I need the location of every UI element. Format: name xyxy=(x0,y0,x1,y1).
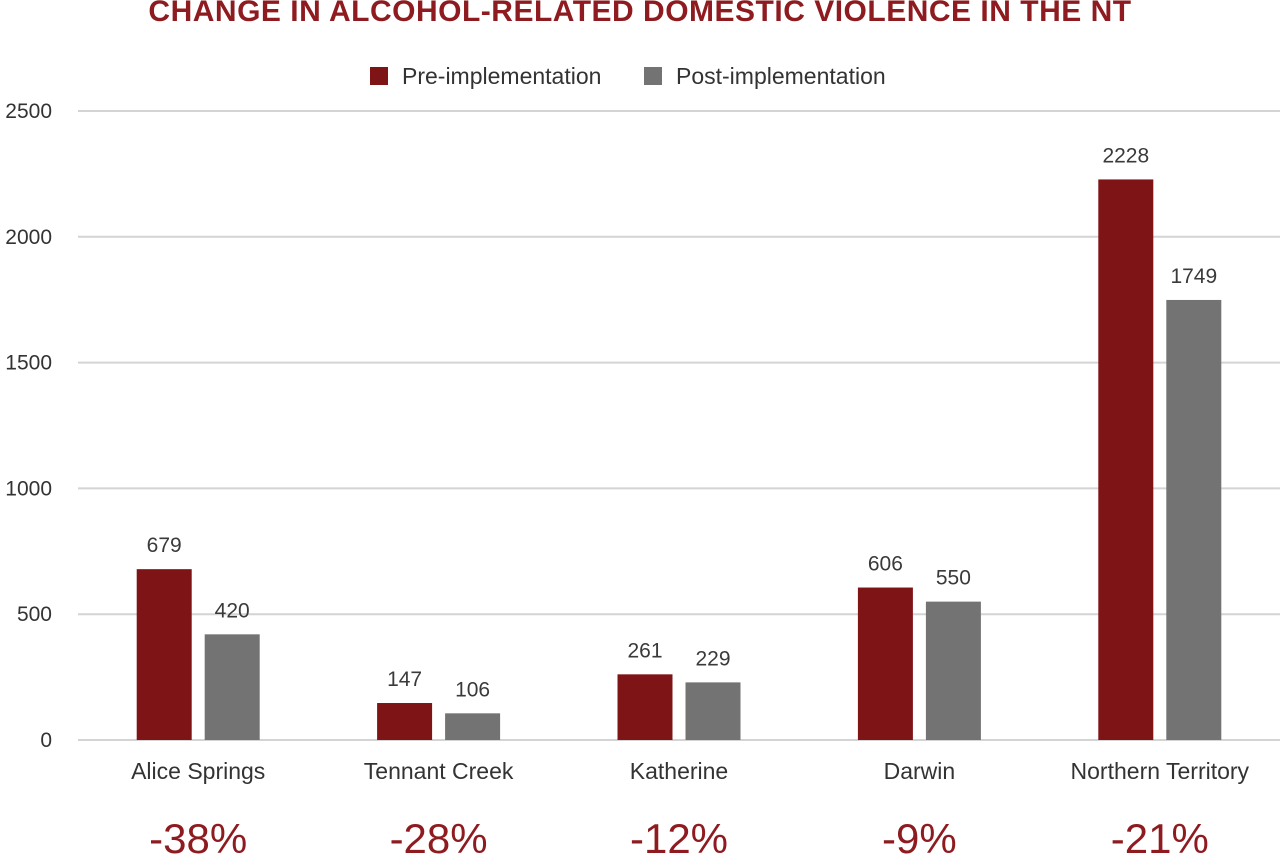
y-tick-label: 2500 xyxy=(5,100,52,123)
data-label: 679 xyxy=(147,534,182,557)
bar xyxy=(1098,179,1154,741)
data-label: 147 xyxy=(387,668,422,691)
y-tick-label: 2000 xyxy=(5,226,52,249)
bar xyxy=(925,601,981,740)
bar xyxy=(857,587,913,740)
bar xyxy=(136,569,192,740)
x-tick-label: Katherine xyxy=(630,758,728,784)
bar xyxy=(377,703,433,740)
x-tick-label: Darwin xyxy=(884,758,956,784)
percent-change-label: -12% xyxy=(630,815,728,855)
bar xyxy=(685,682,741,740)
bar xyxy=(445,713,501,740)
y-tick-label: 1500 xyxy=(5,352,52,375)
data-label: 2228 xyxy=(1102,144,1149,167)
x-tick-label: Alice Springs xyxy=(131,758,265,784)
data-label: 229 xyxy=(695,647,730,670)
y-tick-label: 1000 xyxy=(5,477,52,500)
legend-swatch xyxy=(644,67,662,85)
data-label: 106 xyxy=(455,678,490,701)
percent-change-label: -21% xyxy=(1111,815,1209,855)
legend-label: Post-implementation xyxy=(676,63,886,89)
data-labels: 679 420 147 106 261 229 606 550 2228 1749 xyxy=(147,144,1217,701)
data-label: 550 xyxy=(936,567,971,590)
x-tick-label: Tennant Creek xyxy=(364,758,514,784)
bars xyxy=(136,179,1222,741)
legend-swatch xyxy=(370,67,388,85)
bar xyxy=(617,674,673,740)
y-axis-ticks: 0 500 1000 1500 2000 2500 xyxy=(5,100,52,752)
data-label: 420 xyxy=(215,599,250,622)
data-label: 261 xyxy=(627,639,662,662)
chart-title: CHANGE IN ALCOHOL-RELATED DOMESTIC VIOLE… xyxy=(148,0,1132,28)
data-label: 1749 xyxy=(1170,265,1217,288)
bar xyxy=(204,634,260,740)
y-tick-label: 500 xyxy=(17,603,52,626)
percent-change-label: -28% xyxy=(390,815,488,855)
data-label: 606 xyxy=(868,553,903,576)
y-tick-label: 0 xyxy=(40,729,52,752)
x-axis-ticks: Alice Springs Tennant Creek Katherine Darwi… xyxy=(131,758,1249,784)
percent-change-label: -38% xyxy=(149,815,247,855)
percent-change-label: -9% xyxy=(882,815,957,855)
bar xyxy=(1166,299,1222,740)
gridlines xyxy=(78,110,1280,741)
legend-label: Pre-implementation xyxy=(402,63,601,89)
legend: Pre-implementation Post-implementation xyxy=(370,63,886,89)
percent-changes: -38% -28% -12% -9% -21% xyxy=(149,815,1209,855)
x-tick-label: Northern Territory xyxy=(1071,758,1250,784)
